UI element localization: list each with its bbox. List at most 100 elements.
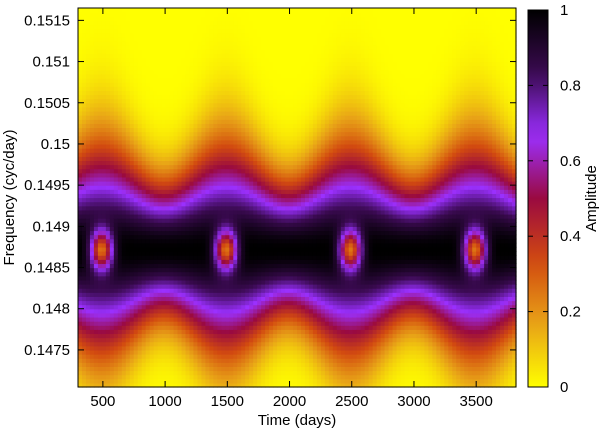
heatmap-cell (273, 312, 278, 318)
heatmap-cell (181, 345, 187, 351)
heatmap-cell (241, 316, 246, 322)
heatmap-cell (149, 370, 155, 376)
heatmap-cell (265, 193, 270, 199)
heatmap-cell (225, 32, 230, 38)
heatmap-cell (245, 209, 250, 215)
heatmap-cell (185, 20, 191, 26)
heatmap-cell (117, 197, 123, 203)
heatmap-cell (221, 156, 226, 162)
heatmap-cell (261, 185, 266, 190)
heatmap-cell (85, 366, 91, 372)
heatmap-cell (249, 102, 254, 108)
heatmap-cell (137, 135, 143, 141)
heatmap-cell (201, 218, 207, 223)
heatmap-cell (141, 36, 147, 42)
heatmap-cell (245, 115, 250, 120)
heatmap-cell (78, 69, 83, 75)
heatmap-cell (293, 292, 298, 297)
heatmap-cell (141, 135, 147, 141)
heatmap-cell (149, 73, 155, 79)
heatmap-cell (177, 53, 183, 59)
heatmap-cell (273, 20, 278, 26)
heatmap-cell (149, 168, 155, 174)
heatmap-cell (153, 366, 159, 372)
heatmap-cell (81, 40, 87, 46)
heatmap-cell (217, 78, 222, 83)
heatmap-cell (185, 378, 191, 384)
heatmap-cell (213, 308, 218, 314)
heatmap-cell (213, 176, 218, 182)
heatmap-cell (233, 329, 238, 335)
heatmap-cell (253, 139, 258, 145)
heatmap-cell (169, 131, 175, 137)
heatmap-cell (237, 218, 242, 223)
heatmap-cell (85, 28, 91, 34)
heatmap-cell (229, 366, 234, 372)
heatmap-cell (205, 341, 210, 347)
heatmap-cell (245, 32, 250, 38)
heatmap-cell (273, 205, 278, 211)
heatmap-cell (197, 382, 203, 388)
heatmap-cell (185, 73, 191, 79)
heatmap-cell (201, 106, 207, 112)
heatmap-cell (173, 24, 179, 30)
heatmap-cell (193, 271, 199, 277)
heatmap-cell (213, 36, 218, 42)
heatmap-cell (105, 354, 111, 359)
heatmap-cell (89, 110, 95, 116)
heatmap-cell (133, 230, 139, 236)
heatmap-cell (249, 156, 254, 162)
heatmap-cell (201, 148, 207, 153)
heatmap-cell (109, 358, 115, 363)
heatmap-cell (93, 267, 99, 273)
heatmap-cell (253, 333, 258, 339)
heatmap-cell (285, 304, 290, 310)
heatmap-cell (229, 333, 234, 339)
heatmap-cell (93, 69, 99, 75)
heatmap-cell (253, 181, 258, 186)
heatmap-cell (197, 300, 203, 306)
heatmap-cell (217, 57, 222, 63)
heatmap-cell (165, 98, 171, 104)
heatmap-cell (157, 349, 163, 355)
heatmap-cell (109, 32, 115, 38)
heatmap-cell (78, 242, 83, 248)
heatmap-cell (133, 82, 139, 87)
heatmap-cell (113, 230, 119, 236)
heatmap-cell (217, 185, 222, 190)
heatmap-cell (269, 246, 274, 252)
heatmap-cell (113, 65, 119, 71)
heatmap-cell (237, 304, 242, 310)
heatmap-cell (78, 115, 83, 120)
heatmap-cell (253, 94, 258, 100)
heatmap-cell (189, 110, 195, 116)
heatmap-cell (241, 205, 246, 211)
heatmap-cell (273, 73, 278, 79)
heatmap-cell (257, 24, 262, 30)
heatmap-cell (153, 267, 159, 273)
heatmap-cell (185, 234, 191, 240)
heatmap-cell (285, 131, 290, 137)
heatmap-cell (197, 156, 203, 162)
heatmap-cell (85, 53, 91, 59)
heatmap-cell (93, 230, 99, 236)
heatmap-cell (185, 275, 191, 281)
heatmap-cell (173, 234, 179, 240)
heatmap-cell (245, 98, 250, 104)
heatmap-cell (145, 94, 151, 100)
heatmap-cell (109, 296, 115, 302)
heatmap-cell (137, 86, 143, 91)
heatmap-cell (201, 304, 207, 310)
heatmap-cell (145, 259, 151, 265)
heatmap-cell (173, 65, 179, 71)
heatmap-cell (285, 123, 290, 129)
heatmap-cell (177, 32, 183, 38)
heatmap-cell (78, 90, 83, 96)
heatmap-cell (129, 279, 135, 285)
heatmap-cell (129, 201, 135, 207)
heatmap-cell (205, 197, 210, 203)
heatmap-cell (161, 209, 167, 215)
heatmap-cell (149, 32, 155, 38)
heatmap-cell (285, 110, 290, 116)
heatmap-cell (253, 354, 258, 359)
